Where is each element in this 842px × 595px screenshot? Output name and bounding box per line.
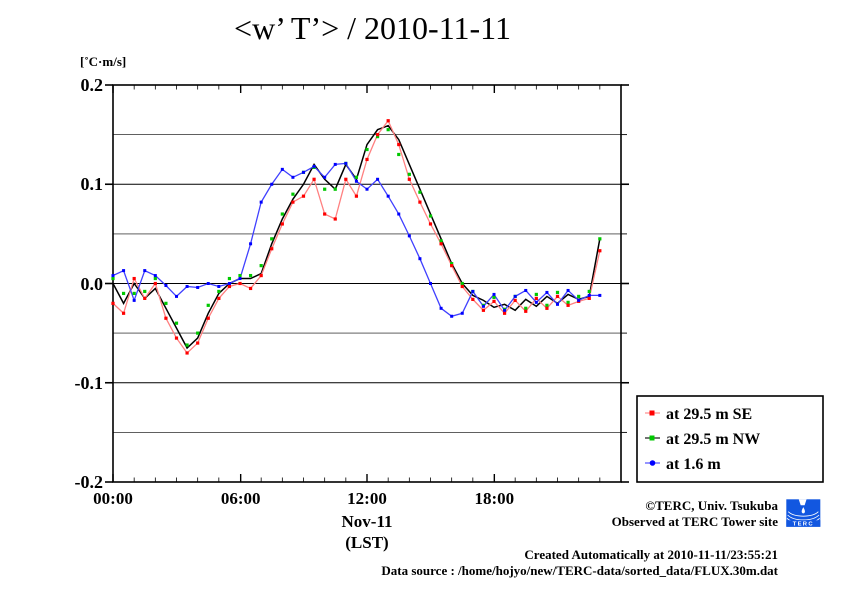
svg-text:at 29.5 m NW: at 29.5 m NW — [666, 431, 760, 448]
svg-text:00:00: 00:00 — [93, 489, 133, 508]
svg-text:0.2: 0.2 — [81, 75, 104, 95]
svg-text:TERC: TERC — [793, 521, 814, 527]
svg-text:0.0: 0.0 — [81, 274, 104, 294]
svg-text:[˚C·m/s]: [˚C·m/s] — [80, 54, 126, 69]
svg-text:0.1: 0.1 — [81, 174, 104, 194]
svg-text:06:00: 06:00 — [221, 489, 261, 508]
svg-text:12:00: 12:00 — [347, 489, 387, 508]
svg-text:Nov-11: Nov-11 — [342, 512, 393, 531]
svg-text:-0.1: -0.1 — [75, 373, 104, 393]
svg-text:at 1.6 m: at 1.6 m — [666, 456, 721, 473]
svg-text:at 29.5 m SE: at 29.5 m SE — [666, 406, 752, 423]
